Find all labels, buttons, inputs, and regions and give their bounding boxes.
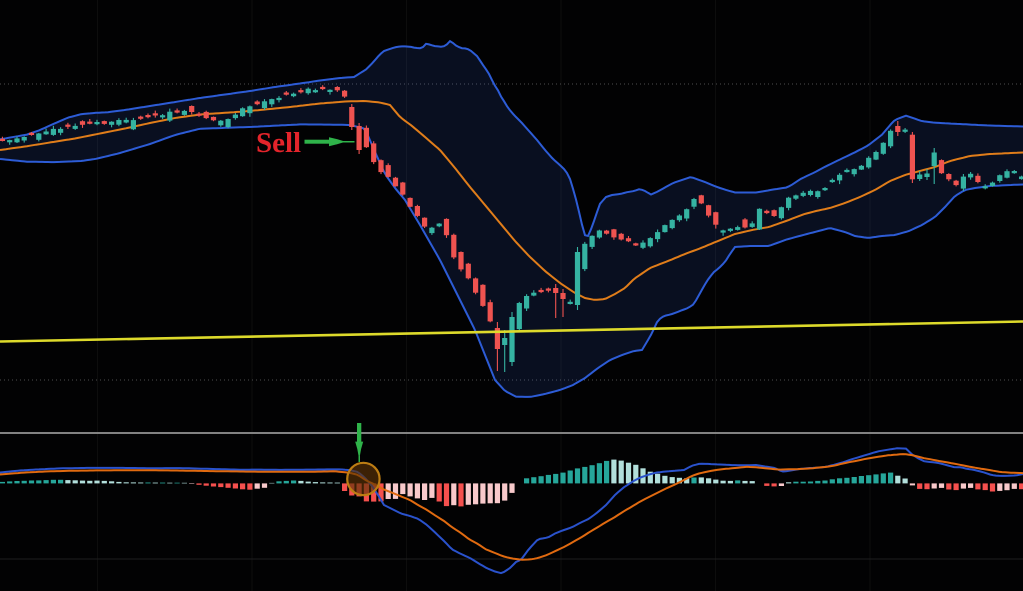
svg-text:Sell: Sell	[256, 127, 301, 159]
